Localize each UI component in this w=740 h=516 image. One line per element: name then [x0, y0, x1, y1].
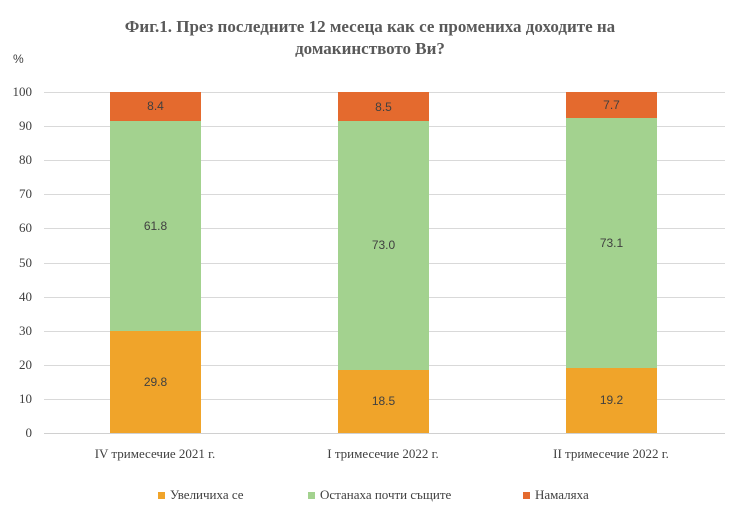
legend-item-increased: Увеличиха се [158, 487, 244, 503]
x-tick-label: II тримесечие 2022 г. [553, 446, 669, 461]
y-axis-unit: % [13, 52, 24, 66]
legend-label: Увеличиха се [170, 487, 244, 502]
legend: Увеличиха се Останаха почти същите Намал… [0, 487, 740, 507]
y-tick-label: 100 [12, 84, 33, 99]
legend-label: Останаха почти същите [320, 487, 452, 502]
data-label: 73.0 [371, 238, 396, 253]
x-tick-label: IV тримесечие 2021 г. [94, 446, 216, 461]
data-label: 7.7 [603, 98, 620, 113]
bar-segment-decreased: 8.5 [338, 92, 429, 121]
y-tick-label: 60 [19, 220, 32, 236]
stacked-bar: 19.2 73.1 7.7 [566, 92, 657, 433]
bar-segment-same: 61.8 [110, 120, 201, 332]
bar-segment-decreased: 8.4 [110, 92, 201, 121]
chart-title: Фиг.1. През последните 12 месеца как се … [0, 16, 740, 60]
bar-segment-decreased: 7.7 [566, 92, 657, 119]
x-tick-label: I тримесечие 2022 г. [327, 446, 439, 461]
data-label: 29.8 [143, 375, 168, 390]
y-tick-label: 70 [19, 186, 32, 202]
bar-segment-increased: 18.5 [338, 369, 429, 433]
y-tick-label: 80 [19, 152, 32, 168]
chart-title-line-2: домакинството Ви? [295, 39, 445, 58]
legend-swatch-icon [523, 491, 530, 499]
y-tick-label: 90 [19, 118, 32, 134]
bar-segment-increased: 19.2 [566, 367, 657, 433]
gridline [44, 433, 725, 434]
data-label: 73.1 [599, 235, 624, 250]
y-tick-label: 10 [19, 390, 32, 406]
chart-title-line-1: Фиг.1. През последните 12 месеца как се … [124, 17, 616, 36]
legend-item-decreased: Намаляха [523, 487, 589, 503]
bar-segment-same: 73.1 [566, 118, 657, 368]
legend-label: Намаляха [535, 487, 589, 502]
stacked-bar: 18.5 73.0 8.5 [338, 92, 429, 433]
data-label: 61.8 [143, 219, 168, 234]
legend-swatch-icon [158, 491, 165, 499]
plot-area: 29.8 61.8 8.4 18.5 73.0 8.5 19.2 73.1 7.7 [44, 92, 725, 434]
legend-item-same: Останаха почти същите [308, 487, 451, 503]
y-tick-label: 40 [19, 288, 32, 304]
data-label: 18.5 [371, 394, 396, 409]
bar-segment-same: 73.0 [338, 121, 429, 370]
y-tick-label: 20 [19, 356, 32, 372]
y-tick-label: 30 [19, 322, 32, 338]
bar-segment-increased: 29.8 [110, 331, 201, 433]
y-tick-label: 0 [25, 425, 33, 440]
data-label: 8.5 [375, 99, 392, 114]
legend-swatch-icon [308, 491, 315, 499]
data-label: 8.4 [147, 99, 164, 114]
y-tick-label: 50 [19, 254, 32, 270]
data-label: 19.2 [599, 393, 624, 408]
stacked-bar: 29.8 61.8 8.4 [110, 92, 201, 433]
